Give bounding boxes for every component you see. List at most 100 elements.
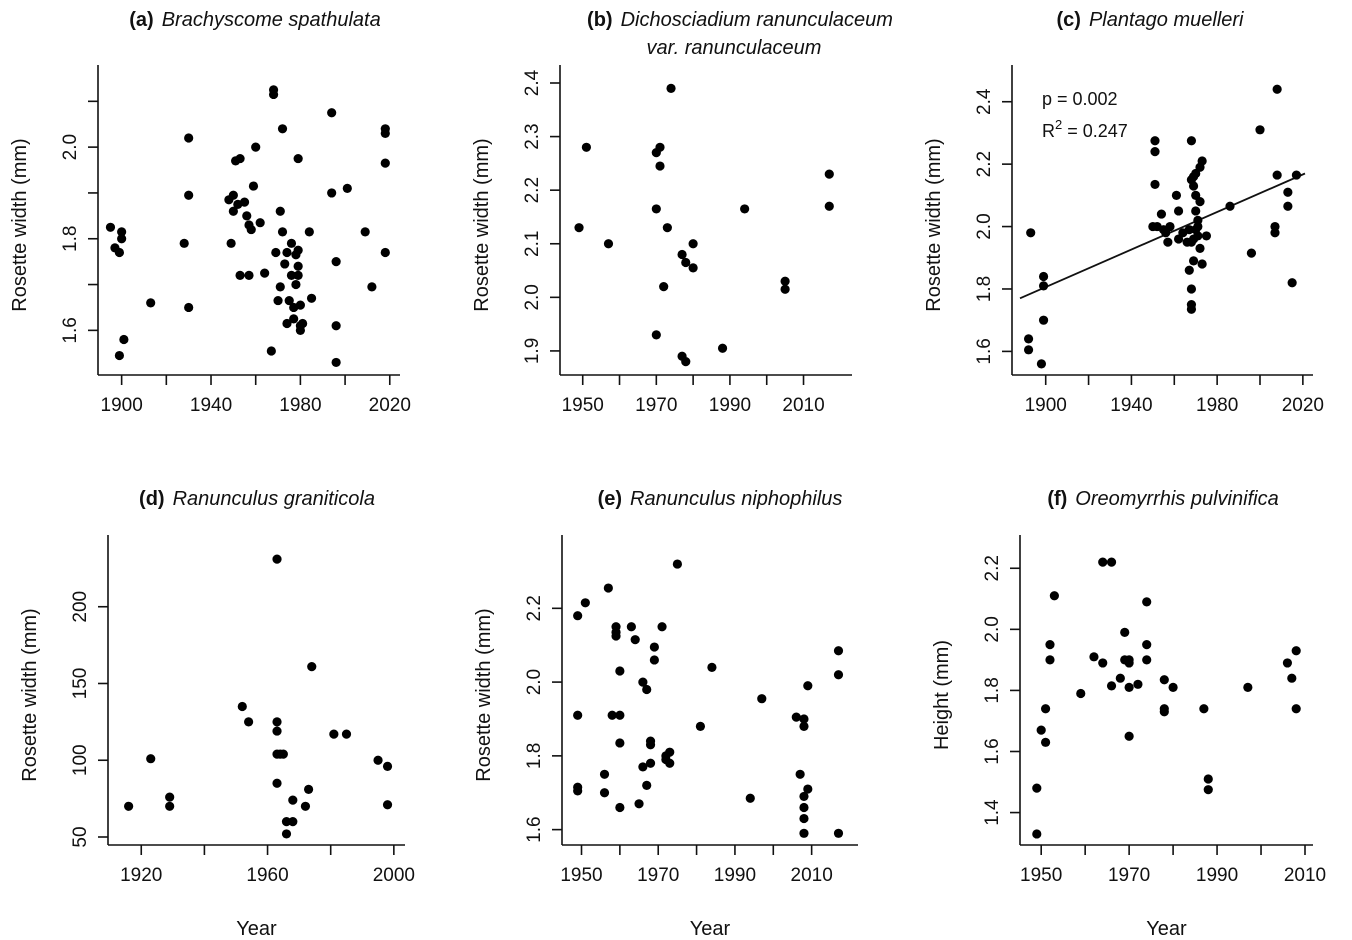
data-point (573, 611, 583, 621)
data-point (615, 802, 625, 813)
x-axis-label: Year (1146, 918, 1187, 940)
data-point (329, 729, 339, 739)
data-point (1291, 704, 1301, 714)
x-tick-label: 2010 (782, 395, 824, 416)
x-tick-label: 1950 (562, 395, 604, 416)
data-point (289, 314, 299, 324)
y-tick-label: 2.1 (522, 231, 543, 257)
species-variety: var. ranunculaceum (647, 37, 822, 59)
data-point (165, 792, 175, 802)
y-axis-label: Rosette width (mm) (471, 138, 493, 311)
data-point (1124, 658, 1134, 668)
data-point (277, 227, 288, 237)
data-point (1150, 147, 1160, 157)
data-point (1197, 259, 1207, 269)
data-point (382, 761, 393, 771)
data-point (672, 559, 682, 569)
data-point (244, 717, 254, 727)
data-point (114, 247, 125, 258)
x-tick-label: 1950 (1020, 865, 1062, 886)
data-point (272, 717, 282, 727)
y-tick-label: 1.9 (522, 338, 543, 364)
y-tick-label: 1.8 (60, 226, 81, 252)
data-point (307, 662, 317, 672)
data-point (1186, 284, 1197, 294)
x-tick-label: 1990 (709, 395, 751, 416)
data-point (304, 227, 314, 237)
data-point (1184, 265, 1194, 275)
data-point (657, 622, 667, 632)
y-tick-label: 1.6 (974, 338, 995, 364)
data-point (179, 238, 189, 248)
data-point (1036, 725, 1046, 735)
data-point (298, 318, 308, 329)
x-tick-label: 1970 (1108, 865, 1150, 886)
panel-title: (f) Oreomyrrhis pulvinifica (1047, 488, 1278, 510)
data-point (1246, 248, 1257, 258)
data-point (275, 282, 285, 292)
data-point (266, 346, 276, 356)
panel-letter: (f) (1047, 488, 1067, 510)
data-point (1098, 658, 1108, 668)
x-axis-label: Year (236, 918, 277, 940)
data-point (1287, 278, 1297, 288)
data-point (1120, 627, 1130, 637)
data-point (615, 710, 625, 720)
data-point (665, 758, 675, 768)
data-point (293, 261, 303, 271)
data-point (331, 257, 341, 267)
data-point (799, 802, 809, 813)
data-point (1036, 359, 1047, 369)
data-point (1089, 652, 1099, 662)
data-point (1201, 231, 1212, 241)
data-point (695, 721, 706, 731)
data-point (275, 206, 285, 216)
data-point (1282, 658, 1293, 668)
data-point (1283, 201, 1293, 211)
x-tick-label: 1950 (560, 865, 602, 886)
data-point (272, 778, 282, 788)
r-squared-value: = 0.247 (1062, 121, 1128, 141)
data-point (1283, 187, 1293, 197)
data-point (331, 321, 341, 331)
species-name: Plantago muelleri (1089, 9, 1244, 31)
data-point (1150, 136, 1160, 146)
data-point (380, 158, 390, 168)
data-point (1023, 334, 1034, 344)
data-point (281, 829, 292, 839)
data-point (341, 729, 352, 739)
data-point (226, 238, 236, 248)
y-tick-label: 2.2 (974, 151, 995, 177)
y-tick-label: 100 (70, 744, 91, 776)
data-point (574, 223, 584, 233)
data-point (288, 817, 298, 827)
data-point (649, 655, 659, 665)
data-point (681, 257, 691, 268)
data-point (342, 183, 352, 193)
data-point (117, 234, 127, 244)
data-point (284, 295, 294, 306)
data-point (824, 201, 834, 211)
data-point (803, 784, 813, 794)
data-point (251, 142, 261, 152)
data-point (1038, 315, 1049, 325)
data-point (1188, 181, 1199, 191)
data-point (1225, 201, 1235, 211)
data-point (1195, 243, 1205, 254)
data-point (303, 784, 314, 795)
data-point (255, 218, 265, 228)
data-point (380, 247, 390, 258)
data-point (1270, 221, 1280, 232)
data-point (300, 801, 311, 811)
y-tick-label: 1.8 (982, 677, 1003, 703)
data-point (1159, 675, 1169, 685)
data-point (1032, 783, 1042, 793)
r-superscript: 2 (1055, 117, 1062, 132)
data-point (833, 646, 844, 656)
data-point (1040, 737, 1051, 747)
data-point (833, 670, 844, 680)
data-point (146, 298, 156, 308)
data-point (1142, 640, 1152, 650)
data-point (373, 755, 383, 765)
